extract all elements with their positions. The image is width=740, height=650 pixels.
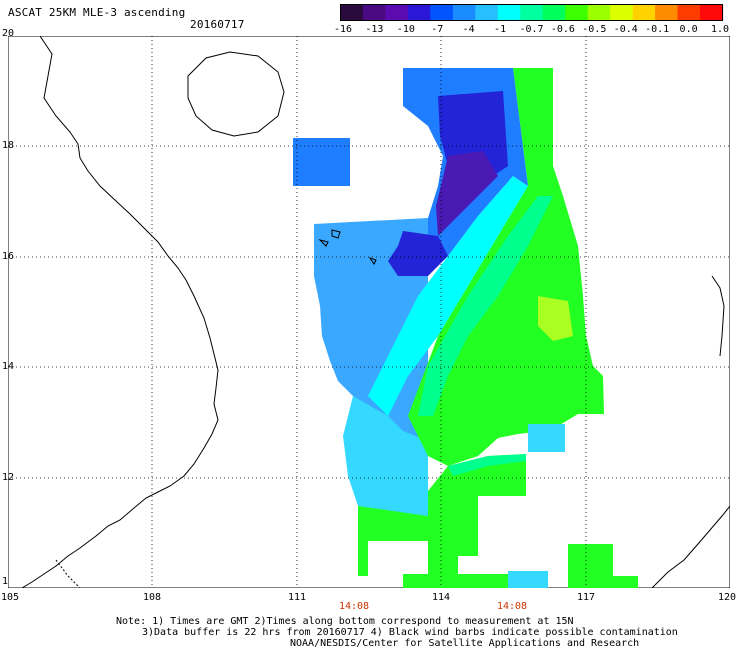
lon-label-105: 105 bbox=[0, 592, 20, 603]
colorbar-tick-label: -4 bbox=[462, 24, 475, 35]
colorbar-swatch bbox=[520, 4, 544, 21]
colorbar-swatch bbox=[385, 4, 409, 21]
colorbar-swatch bbox=[497, 4, 521, 21]
colorbar bbox=[340, 4, 724, 21]
wind-swath bbox=[293, 68, 638, 588]
lat-label-20: 20 bbox=[2, 28, 15, 39]
note-line-1: Note: 1) Times are GMT 2)Times along bot… bbox=[116, 616, 574, 627]
note-line-3: NOAA/NESDIS/Center for Satellite Applica… bbox=[290, 638, 640, 649]
colorbar-swatch bbox=[475, 4, 499, 21]
colorbar-tick-label: -0.7 bbox=[519, 24, 544, 35]
lat-label-12: 12 bbox=[2, 472, 15, 483]
lat-label-10: 1 bbox=[2, 576, 9, 587]
colorbar-tick-label: 1.0 bbox=[710, 24, 730, 35]
lat-label-16: 16 bbox=[2, 251, 15, 262]
colorbar-tick-label: -7 bbox=[431, 24, 444, 35]
colorbar-tick-label: -1 bbox=[494, 24, 507, 35]
note-line-2: 3)Data buffer is 22 hrs from 20160717 4)… bbox=[142, 627, 678, 638]
graticule bbox=[8, 36, 730, 588]
colorbar-tick-label: -0.6 bbox=[550, 24, 575, 35]
colorbar-swatch bbox=[610, 4, 634, 21]
colorbar-tick-label: -16 bbox=[333, 24, 353, 35]
colorbar-swatch bbox=[362, 4, 387, 21]
wind-map bbox=[8, 36, 730, 588]
colorbar-swatch bbox=[700, 4, 724, 21]
colorbar-swatch bbox=[632, 4, 656, 21]
coastlines bbox=[21, 36, 730, 588]
colorbar-swatch bbox=[677, 4, 701, 21]
lat-label-18: 18 bbox=[2, 140, 15, 151]
colorbar-swatch bbox=[340, 4, 364, 21]
colorbar-swatch bbox=[587, 4, 611, 21]
product-date: 20160717 bbox=[190, 18, 245, 31]
product-title: ASCAT 25KM MLE-3 ascending bbox=[8, 6, 186, 19]
colorbar-tick-label: 0.0 bbox=[679, 24, 698, 35]
colorbar-tick-label: -0.1 bbox=[645, 24, 670, 35]
lat-label-14: 14 bbox=[2, 361, 15, 372]
time-label-1: 14:08 bbox=[338, 601, 370, 612]
colorbar-tick-label: -10 bbox=[396, 24, 415, 35]
colorbar-tick-label: -0.5 bbox=[582, 24, 607, 35]
colorbar-swatch bbox=[407, 4, 431, 21]
lon-label-120: 120 bbox=[717, 592, 737, 603]
colorbar-swatch bbox=[655, 4, 679, 21]
colorbar-tick-label: -13 bbox=[365, 24, 384, 35]
time-label-2: 14:08 bbox=[496, 601, 528, 612]
lon-label-114: 114 bbox=[431, 592, 451, 603]
colorbar-tick-label: -0.4 bbox=[613, 24, 638, 35]
lon-label-117: 117 bbox=[576, 592, 596, 603]
colorbar-swatch bbox=[430, 4, 454, 21]
colorbar-swatch bbox=[452, 4, 476, 21]
lon-label-108: 108 bbox=[142, 592, 162, 603]
colorbar-swatch bbox=[565, 4, 589, 21]
lon-label-111: 111 bbox=[287, 592, 307, 603]
colorbar-swatch bbox=[542, 4, 566, 21]
